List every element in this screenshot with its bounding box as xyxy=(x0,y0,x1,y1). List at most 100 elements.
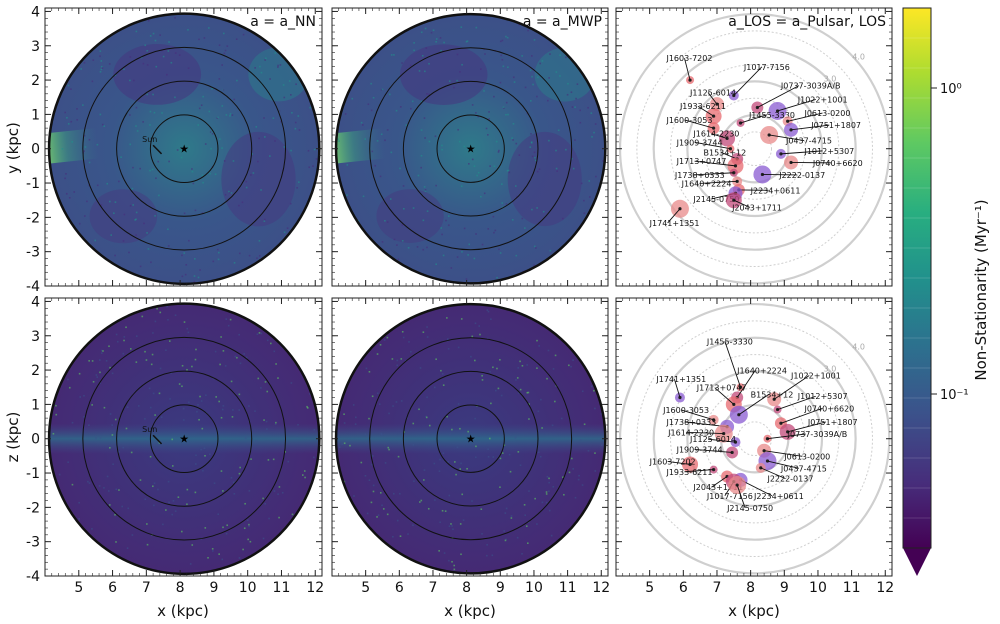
ring-1kpc xyxy=(436,114,505,183)
pulsar-arrow xyxy=(738,394,769,416)
y-tick-label: -1 xyxy=(26,466,40,482)
pulsar-arrow xyxy=(684,58,691,81)
pulsar-J1738+0333: J1738+0333 xyxy=(674,168,738,180)
x-tick-label: 10 xyxy=(239,580,257,596)
pulsar-label: J1600-3053 xyxy=(662,406,709,415)
pulsar-arrow xyxy=(714,387,735,405)
pulsar-arrow xyxy=(769,134,805,142)
panel-bottom-middle: ★ 5 6 7 8 9 10 11 12 xyxy=(331,297,610,596)
pulsar-arrow xyxy=(694,160,736,167)
pulsar-J1125-6014: J1125-6014 xyxy=(689,435,741,448)
panel-frame xyxy=(615,7,893,287)
ring-1kpc xyxy=(149,114,219,183)
colorbar: 10⁰ 10⁻¹ Non-Stationarity (Myr⁻¹) xyxy=(902,7,990,576)
pulsar-label: J1614-2230 xyxy=(667,428,714,437)
pulsar-label: J0751+1807 xyxy=(810,121,861,130)
pulsar-arrow xyxy=(707,92,718,105)
ring-2kpc xyxy=(402,80,539,217)
center-star: ★ xyxy=(466,143,476,156)
pulsar-arrow xyxy=(736,484,746,508)
pulsar-label: J1741+1351 xyxy=(655,375,706,384)
ring-2kpc xyxy=(116,80,253,217)
xlabel-left: x (kpc) xyxy=(157,602,209,620)
x-tick-label: 7 xyxy=(713,580,722,596)
x-tick-label: 8 xyxy=(176,580,185,596)
pulsar-label: J1738+0333 xyxy=(674,171,725,180)
pulsar-label: J1713+0747 xyxy=(696,384,747,393)
pulsar-label: J1909-3744 xyxy=(676,138,723,147)
pulsar-arrow xyxy=(733,66,763,96)
pulsar-label: J1125-6014 xyxy=(689,435,736,444)
pulsar-J2222-0137: J2222-0137 xyxy=(753,165,825,184)
x-tick-label: 6 xyxy=(679,580,688,596)
pulsar-J1017-7156: J1017-7156 xyxy=(728,63,790,101)
y-tick-label: 4 xyxy=(31,294,40,310)
pulsar-label: J1713+0747 xyxy=(676,157,727,166)
x-tick-label: 11 xyxy=(273,580,291,596)
pulsar-label: J1933-6211 xyxy=(665,468,712,477)
pulsar-label: J2234+0611 xyxy=(753,492,804,501)
y-tick-label: -4 xyxy=(26,569,40,585)
pulsar-arrow xyxy=(767,460,800,469)
pulsar-J2222-0137: J2222-0137 xyxy=(755,462,813,484)
pulsar-label: J0740+6620 xyxy=(812,159,863,168)
center-star: ★ xyxy=(466,433,476,446)
pulsar-arrow xyxy=(736,370,756,398)
ring-1kpc xyxy=(436,404,505,473)
pulsar-J2043+1711: J2043+1711 xyxy=(725,192,782,212)
pulsar-label: J1614-2230 xyxy=(692,130,739,139)
pulsar-J0737-3039A/B: J0737-3039A/B xyxy=(763,430,847,443)
pulsar-arrow xyxy=(724,341,741,388)
pulsar-J1909-3744: J1909-3744 xyxy=(676,445,739,459)
pulsar-label: J1125-6014 xyxy=(689,89,736,98)
y-tick-label: 0 xyxy=(31,432,40,448)
pulsar-J2234+0611: J2234+0611 xyxy=(732,183,800,196)
pulsar-J1455-3330: J1455-3330 xyxy=(736,111,795,127)
colorbar-extend-arrow xyxy=(903,548,931,576)
center-star: ★ xyxy=(179,143,189,156)
pulsar-label: B1534+12 xyxy=(751,391,794,400)
pulsar-arrow xyxy=(773,375,810,400)
pulsar-label: J2145-0750 xyxy=(726,504,773,513)
y-tick-label: 1 xyxy=(31,107,40,123)
panel-frame xyxy=(331,7,609,287)
panel-frame xyxy=(615,297,893,577)
pulsar-label: J1909-3744 xyxy=(676,445,723,454)
pulsar-label: J2043+1711 xyxy=(692,483,743,492)
pulsar-arrow xyxy=(684,469,714,473)
x-tick-label: 11 xyxy=(559,580,577,596)
ring-3kpc xyxy=(369,337,573,541)
sun-label: Sun xyxy=(142,425,157,434)
y-tick-label: -2 xyxy=(26,210,40,226)
y-tick-label: -3 xyxy=(26,245,40,261)
pulsar-arrow xyxy=(780,150,823,155)
pulsar-label: J0737-3039A/B xyxy=(787,430,848,439)
panel-frame xyxy=(44,7,323,287)
pulsar-arrow xyxy=(684,119,714,129)
ring-3kpc xyxy=(82,46,287,251)
pulsar-J1614-2230: J1614-2230 xyxy=(667,424,733,443)
pulsar-arrow xyxy=(740,114,768,124)
x-tick-label: 8 xyxy=(746,580,755,596)
pulsar-label: J1455-3330 xyxy=(748,111,795,120)
y-tick-label: 2 xyxy=(31,363,40,379)
pulsar-label: J1933-6211 xyxy=(679,102,726,111)
y-tick-label: 2 xyxy=(31,73,40,89)
x-tick-label: 5 xyxy=(74,580,83,596)
pulsar-J0737-3039A/B: J0737-3039A/B xyxy=(751,82,841,114)
pulsar-arrow xyxy=(787,112,823,122)
pulsar-arrow xyxy=(757,85,800,108)
x-tick-label: 10 xyxy=(809,580,827,596)
pulsar-arrow xyxy=(760,467,786,480)
pulsar-arrow xyxy=(777,395,816,410)
pulsar-arrow xyxy=(711,133,728,139)
pulsar-arrow xyxy=(711,476,728,488)
ylabel-top: y (kpc) xyxy=(4,122,22,174)
pulsar-arrow xyxy=(667,461,691,465)
x-tick-label: 6 xyxy=(395,580,404,596)
heatmap-texture xyxy=(336,23,606,280)
panel-frame xyxy=(44,297,323,577)
y-tick-label: -1 xyxy=(26,176,40,192)
x-tick-label: 7 xyxy=(142,580,151,596)
